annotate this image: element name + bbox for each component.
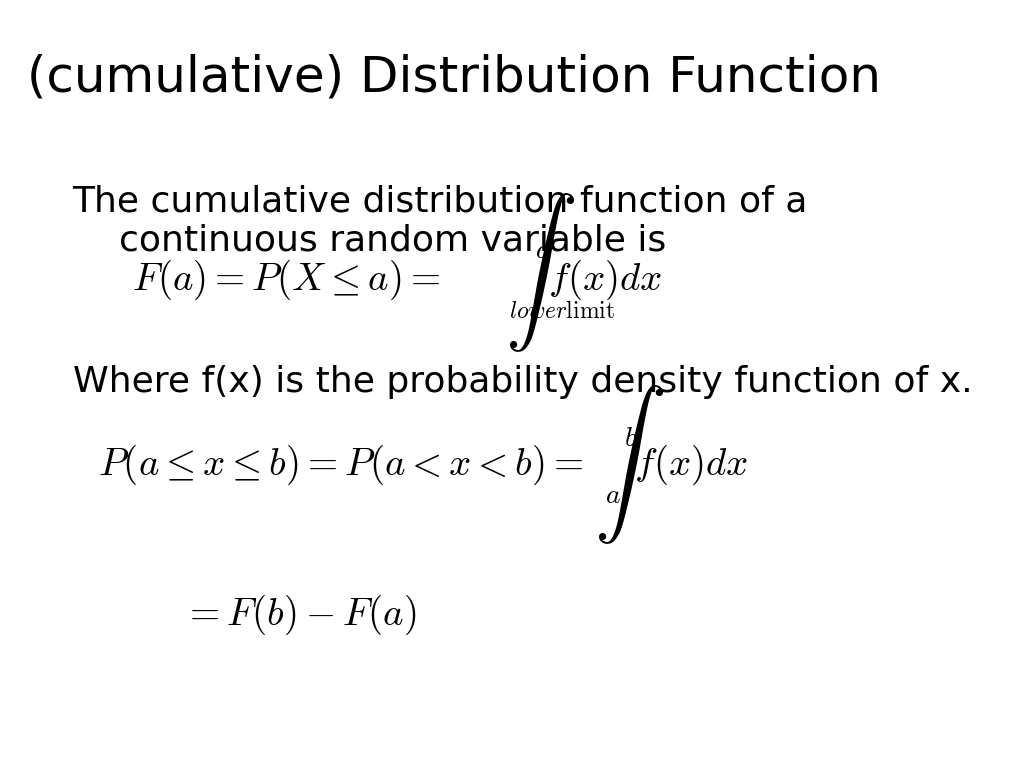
Text: $\mathit{lower}$$\mathrm{limit}$: $\mathit{lower}$$\mathrm{limit}$ (509, 299, 615, 323)
Text: Where f(x) is the probability density function of x.: Where f(x) is the probability density fu… (73, 365, 972, 399)
Text: $a$: $a$ (535, 236, 551, 263)
Text: $f(x)dx$: $f(x)dx$ (634, 442, 749, 487)
Text: $a$: $a$ (605, 482, 622, 509)
Text: (cumulative) Distribution Function: (cumulative) Distribution Function (28, 54, 882, 102)
Text: $\int$: $\int$ (594, 383, 665, 546)
Text: $\int$: $\int$ (505, 191, 575, 354)
Text: $F(a) = P(X \leq a) = $: $F(a) = P(X \leq a) = $ (132, 258, 440, 303)
Text: $f(x)dx$: $f(x)dx$ (548, 258, 662, 303)
Text: $= F(b) - F(a)$: $= F(b) - F(a)$ (183, 592, 417, 637)
Text: The cumulative distribution function of a
    continuous random variable is: The cumulative distribution function of … (73, 184, 808, 258)
Text: $b$: $b$ (624, 424, 638, 452)
Text: $P(a \leq x \leq b) = P(a < x < b) = $: $P(a \leq x \leq b) = P(a < x < b) = $ (98, 442, 584, 487)
